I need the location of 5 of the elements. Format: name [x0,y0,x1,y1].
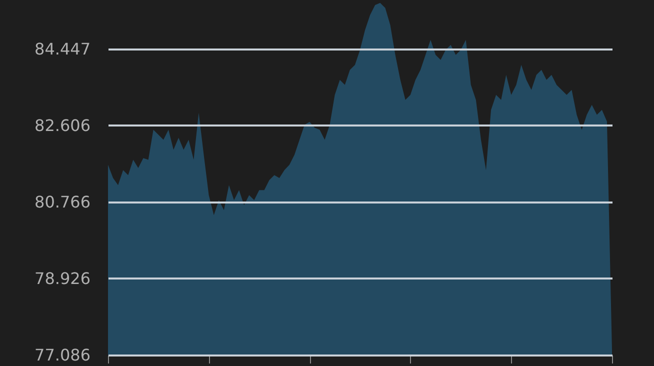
y-tick-label: 82.606 [34,116,90,135]
y-tick-label: 84.447 [34,39,90,58]
y-tick-label: 77.086 [34,346,90,364]
y-tick-label: 80.766 [34,192,90,212]
y-tick-label: 78.926 [34,268,90,288]
